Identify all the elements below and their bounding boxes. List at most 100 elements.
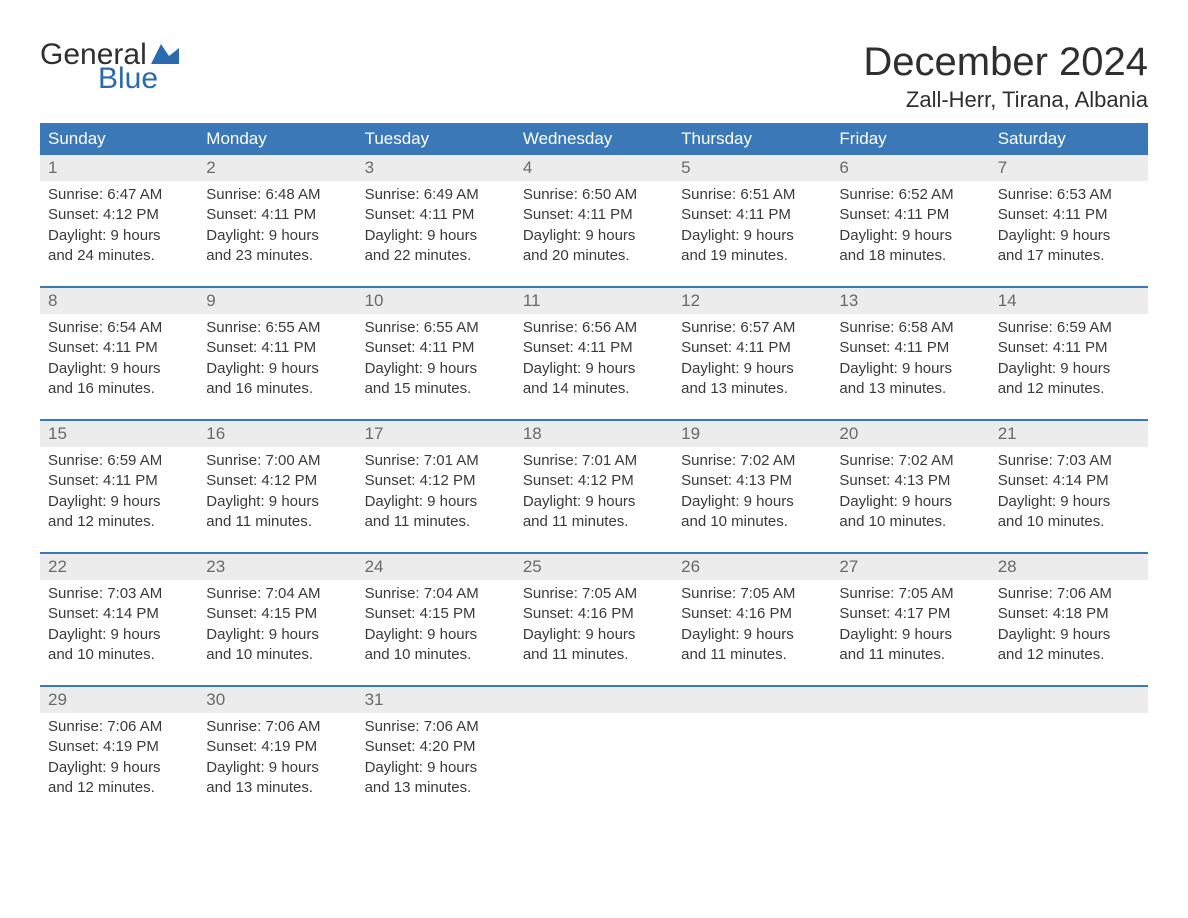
- day-number: 10: [357, 288, 515, 314]
- daylight-text: and 23 minutes.: [206, 246, 348, 266]
- daylight-text: and 16 minutes.: [206, 379, 348, 399]
- sunrise-text: Sunrise: 7:02 AM: [681, 451, 823, 471]
- sunset-text: Sunset: 4:19 PM: [206, 737, 348, 757]
- sunset-text: Sunset: 4:11 PM: [365, 205, 507, 225]
- daylight-text: and 12 minutes.: [998, 645, 1140, 665]
- header: General Blue December 2024 Zall-Herr, Ti…: [40, 40, 1148, 113]
- day-number-row: 891011121314: [40, 288, 1148, 314]
- sunset-text: Sunset: 4:11 PM: [998, 338, 1140, 358]
- daylight-text: Daylight: 9 hours: [365, 625, 507, 645]
- day-cell: Sunrise: 6:54 AMSunset: 4:11 PMDaylight:…: [40, 314, 198, 405]
- daylight-text: and 11 minutes.: [681, 645, 823, 665]
- daylight-text: Daylight: 9 hours: [681, 226, 823, 246]
- day-content-row: Sunrise: 6:59 AMSunset: 4:11 PMDaylight:…: [40, 447, 1148, 538]
- week-block: 891011121314Sunrise: 6:54 AMSunset: 4:11…: [40, 286, 1148, 405]
- daylight-text: and 22 minutes.: [365, 246, 507, 266]
- day-cell: Sunrise: 6:52 AMSunset: 4:11 PMDaylight:…: [831, 181, 989, 272]
- sunrise-text: Sunrise: 7:05 AM: [523, 584, 665, 604]
- daylight-text: and 14 minutes.: [523, 379, 665, 399]
- sunrise-text: Sunrise: 7:05 AM: [681, 584, 823, 604]
- daylight-text: Daylight: 9 hours: [523, 625, 665, 645]
- day-number: 23: [198, 554, 356, 580]
- sunrise-text: Sunrise: 6:57 AM: [681, 318, 823, 338]
- daylight-text: Daylight: 9 hours: [839, 625, 981, 645]
- day-cell: Sunrise: 7:02 AMSunset: 4:13 PMDaylight:…: [673, 447, 831, 538]
- day-number: 8: [40, 288, 198, 314]
- day-number: 27: [831, 554, 989, 580]
- sunset-text: Sunset: 4:11 PM: [206, 205, 348, 225]
- daylight-text: Daylight: 9 hours: [206, 758, 348, 778]
- week-block: 15161718192021Sunrise: 6:59 AMSunset: 4:…: [40, 419, 1148, 538]
- sunrise-text: Sunrise: 6:51 AM: [681, 185, 823, 205]
- daylight-text: and 11 minutes.: [365, 512, 507, 532]
- sunrise-text: Sunrise: 6:55 AM: [365, 318, 507, 338]
- sunset-text: Sunset: 4:11 PM: [523, 338, 665, 358]
- sunrise-text: Sunrise: 7:06 AM: [206, 717, 348, 737]
- sunset-text: Sunset: 4:11 PM: [839, 205, 981, 225]
- day-number: 11: [515, 288, 673, 314]
- day-cell: Sunrise: 7:06 AMSunset: 4:18 PMDaylight:…: [990, 580, 1148, 671]
- sunrise-text: Sunrise: 6:47 AM: [48, 185, 190, 205]
- daylight-text: and 12 minutes.: [48, 512, 190, 532]
- day-cell: Sunrise: 7:06 AMSunset: 4:19 PMDaylight:…: [40, 713, 198, 804]
- sunset-text: Sunset: 4:15 PM: [206, 604, 348, 624]
- day-cell: Sunrise: 7:06 AMSunset: 4:19 PMDaylight:…: [198, 713, 356, 804]
- sunrise-text: Sunrise: 6:56 AM: [523, 318, 665, 338]
- day-cell: Sunrise: 6:55 AMSunset: 4:11 PMDaylight:…: [357, 314, 515, 405]
- sunset-text: Sunset: 4:16 PM: [523, 604, 665, 624]
- sunset-text: Sunset: 4:20 PM: [365, 737, 507, 757]
- daylight-text: Daylight: 9 hours: [681, 625, 823, 645]
- day-cell: [990, 713, 1148, 804]
- day-number-row: 22232425262728: [40, 554, 1148, 580]
- daylight-text: and 10 minutes.: [365, 645, 507, 665]
- day-number: 18: [515, 421, 673, 447]
- day-content-row: Sunrise: 7:03 AMSunset: 4:14 PMDaylight:…: [40, 580, 1148, 671]
- sunrise-text: Sunrise: 6:59 AM: [48, 451, 190, 471]
- daylight-text: and 11 minutes.: [523, 512, 665, 532]
- weekday-label: Friday: [831, 123, 989, 155]
- day-cell: Sunrise: 6:58 AMSunset: 4:11 PMDaylight:…: [831, 314, 989, 405]
- daylight-text: Daylight: 9 hours: [839, 226, 981, 246]
- daylight-text: Daylight: 9 hours: [523, 359, 665, 379]
- sunset-text: Sunset: 4:14 PM: [998, 471, 1140, 491]
- weekday-label: Sunday: [40, 123, 198, 155]
- daylight-text: Daylight: 9 hours: [48, 226, 190, 246]
- day-number: 12: [673, 288, 831, 314]
- daylight-text: Daylight: 9 hours: [206, 492, 348, 512]
- sunrise-text: Sunrise: 7:04 AM: [365, 584, 507, 604]
- sunset-text: Sunset: 4:11 PM: [998, 205, 1140, 225]
- daylight-text: Daylight: 9 hours: [681, 359, 823, 379]
- weekday-label: Tuesday: [357, 123, 515, 155]
- day-number: 22: [40, 554, 198, 580]
- day-cell: Sunrise: 7:05 AMSunset: 4:16 PMDaylight:…: [673, 580, 831, 671]
- day-number: 2: [198, 155, 356, 181]
- daylight-text: and 13 minutes.: [206, 778, 348, 798]
- sunset-text: Sunset: 4:12 PM: [48, 205, 190, 225]
- day-cell: Sunrise: 7:02 AMSunset: 4:13 PMDaylight:…: [831, 447, 989, 538]
- sunrise-text: Sunrise: 7:03 AM: [48, 584, 190, 604]
- daylight-text: and 13 minutes.: [365, 778, 507, 798]
- logo-text-blue: Blue: [98, 64, 179, 94]
- daylight-text: Daylight: 9 hours: [365, 359, 507, 379]
- daylight-text: Daylight: 9 hours: [365, 226, 507, 246]
- day-number: 17: [357, 421, 515, 447]
- daylight-text: Daylight: 9 hours: [839, 492, 981, 512]
- weekday-label: Saturday: [990, 123, 1148, 155]
- weekday-label: Monday: [198, 123, 356, 155]
- sunrise-text: Sunrise: 6:48 AM: [206, 185, 348, 205]
- day-number: 6: [831, 155, 989, 181]
- day-cell: Sunrise: 6:53 AMSunset: 4:11 PMDaylight:…: [990, 181, 1148, 272]
- sunset-text: Sunset: 4:11 PM: [48, 338, 190, 358]
- sunrise-text: Sunrise: 6:55 AM: [206, 318, 348, 338]
- daylight-text: Daylight: 9 hours: [206, 625, 348, 645]
- day-content-row: Sunrise: 6:47 AMSunset: 4:12 PMDaylight:…: [40, 181, 1148, 272]
- daylight-text: Daylight: 9 hours: [998, 359, 1140, 379]
- sunrise-text: Sunrise: 6:58 AM: [839, 318, 981, 338]
- day-cell: Sunrise: 7:03 AMSunset: 4:14 PMDaylight:…: [990, 447, 1148, 538]
- day-cell: Sunrise: 7:00 AMSunset: 4:12 PMDaylight:…: [198, 447, 356, 538]
- day-number: 15: [40, 421, 198, 447]
- day-number: 9: [198, 288, 356, 314]
- daylight-text: Daylight: 9 hours: [48, 758, 190, 778]
- daylight-text: and 12 minutes.: [998, 379, 1140, 399]
- weekday-label: Thursday: [673, 123, 831, 155]
